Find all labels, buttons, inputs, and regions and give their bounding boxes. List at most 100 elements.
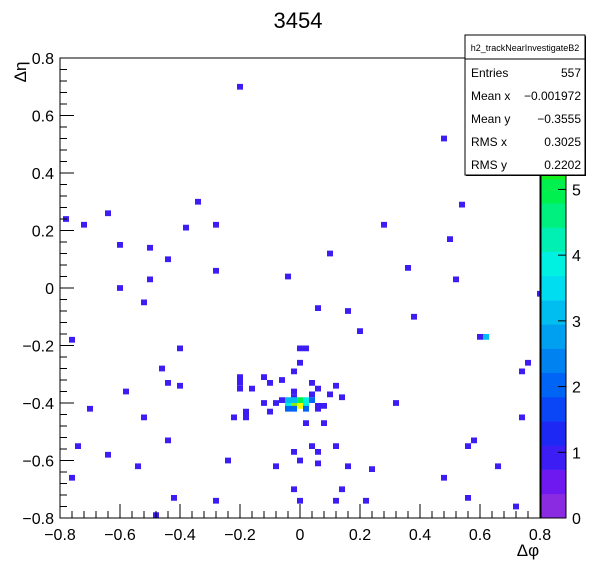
- heatmap-cell: [87, 405, 93, 412]
- x-tick-label: 0.8: [529, 527, 551, 544]
- heatmap-cell: [315, 305, 321, 311]
- x-axis: −0.8 −0.6 −0.4 −0.2 0 0.2 0.4 0.6 0.8: [44, 504, 551, 544]
- heatmap-cell: [69, 474, 75, 481]
- x-tick-label: −0.8: [44, 527, 76, 544]
- color-scale-label: 0: [572, 511, 581, 528]
- heatmap-cell: [297, 497, 303, 504]
- heatmap-cell: [321, 420, 327, 426]
- x-tick-label: 0.4: [409, 527, 431, 544]
- heatmap-cell: [369, 466, 375, 472]
- y-axis-title: Δη: [11, 62, 30, 83]
- color-scale-label: 4: [572, 248, 581, 265]
- heatmap-cell: [291, 368, 297, 375]
- heatmap-cell: [261, 374, 267, 380]
- y-tick-label: 0: [45, 281, 54, 298]
- x-tick-label: 0.2: [349, 527, 371, 544]
- heatmap-cell: [273, 400, 279, 406]
- heatmap-cell: [339, 394, 345, 401]
- stats-histogram-name: h2_trackNearInvestigateB2: [471, 43, 580, 53]
- heatmap-cell: [291, 388, 297, 395]
- heatmap-cell: [285, 273, 291, 280]
- heatmap-cell: [315, 449, 321, 455]
- stats-label: Mean y: [471, 112, 510, 126]
- heatmap-cell: [213, 267, 219, 274]
- stats-box-frame: [464, 34, 586, 176]
- color-scale-segment: [541, 396, 566, 422]
- heatmap-cell: [117, 285, 123, 291]
- heatmap-cell: [105, 210, 111, 217]
- heatmap-cell: [465, 443, 471, 449]
- heatmap-cell: [333, 382, 339, 389]
- heatmap-cell: [285, 405, 291, 412]
- heatmap-cell: [177, 382, 183, 389]
- heatmap-cell: [147, 244, 153, 251]
- color-scale-segment: [541, 469, 566, 495]
- heatmap-cell: [405, 265, 411, 271]
- heatmap-cell: [297, 403, 303, 409]
- y-axis: −0.8 −0.6 −0.4 −0.2 0 0.2 0.4 0.6 0.8: [22, 51, 74, 528]
- heatmap-cell: [333, 497, 339, 504]
- color-scale-label: 3: [572, 314, 581, 331]
- heatmap-cell: [441, 474, 447, 481]
- stats-value: −0.3555: [537, 112, 581, 126]
- heatmap-cell: [147, 276, 153, 283]
- color-scale-segment: [541, 203, 566, 228]
- stats-value: 557: [561, 66, 581, 80]
- heatmap-cell: [327, 391, 333, 398]
- heatmap-cell: [75, 443, 81, 449]
- color-scale-label: 5: [572, 182, 581, 199]
- heatmap-cell: [291, 405, 297, 412]
- heatmap-cell: [393, 400, 399, 406]
- heatmap-cell: [327, 250, 333, 257]
- heatmap-cell: [237, 83, 243, 90]
- stats-value: 0.3025: [544, 135, 581, 149]
- color-scale-segment: [541, 348, 566, 374]
- heatmap-cell: [213, 221, 219, 228]
- heatmap-cell: [231, 414, 237, 421]
- heatmap-cell: [459, 201, 465, 208]
- heatmap-cell: [243, 414, 249, 421]
- heatmap-cell: [309, 380, 315, 386]
- heatmap-cell: [519, 414, 525, 421]
- color-scale-segment: [541, 421, 566, 446]
- heatmap-cell: [297, 457, 303, 464]
- heatmap-cell: [363, 497, 369, 504]
- heatmap-cell: [447, 236, 453, 242]
- heatmap-cell: [315, 405, 321, 412]
- x-tick-label: −0.6: [104, 527, 136, 544]
- heatmap-cell: [471, 437, 477, 444]
- heatmap-cell: [297, 345, 303, 352]
- heatmap-cell: [141, 299, 147, 306]
- y-tick-label: 0.4: [32, 166, 54, 183]
- heatmap-cell: [303, 420, 309, 426]
- heatmap-cell: [315, 403, 321, 409]
- heatmap-cell: [453, 276, 459, 283]
- heatmap-cell: [237, 374, 243, 380]
- heatmap-cell: [165, 380, 171, 386]
- color-scale-segment: [541, 372, 566, 398]
- heatmap-cell: [315, 460, 321, 467]
- y-tick-label: 0.2: [32, 224, 54, 241]
- heatmap-cell: [165, 256, 171, 263]
- color-scale-segment: [541, 251, 566, 277]
- heatmap-cell: [225, 457, 231, 464]
- color-scale-segment: [541, 324, 566, 349]
- heatmap-cell: [123, 388, 129, 395]
- y-tick-label: −0.2: [22, 339, 54, 356]
- x-tick-label: −0.4: [164, 527, 196, 544]
- heatmap-cell: [117, 242, 123, 248]
- stats-label: RMS x: [471, 135, 507, 149]
- heatmap-cell: [291, 486, 297, 493]
- stats-label: Entries: [471, 66, 508, 80]
- y-tick-label: −0.6: [22, 454, 54, 471]
- heatmap-cell: [267, 380, 273, 386]
- heatmap-cell: [513, 503, 519, 510]
- heatmap-cell: [81, 221, 87, 228]
- heatmap-cell: [267, 408, 273, 415]
- y-tick-label: 0.6: [32, 109, 54, 126]
- heatmap-cell: [441, 135, 447, 142]
- color-scale-segment: [541, 493, 566, 519]
- heatmap-cell: [303, 403, 309, 409]
- heatmap-cell: [171, 495, 177, 501]
